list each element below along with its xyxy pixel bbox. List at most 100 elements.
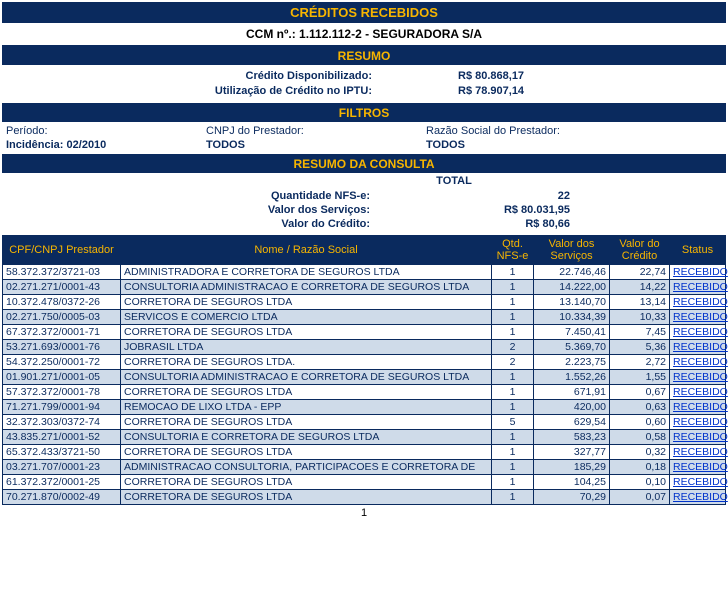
cell-cpf: 54.372.250/0001-72 [3, 355, 121, 370]
table-row: 10.372.478/0372-26CORRETORA DE SEGUROS L… [3, 295, 726, 310]
cell-nome: ADMINISTRACAO CONSULTORIA, PARTICIPACOES… [121, 460, 492, 475]
incidencia-label: Incidência: [6, 139, 67, 151]
cell-valor-servicos: 583,23 [534, 430, 610, 445]
cell-qtd: 2 [492, 355, 534, 370]
cell-qtd: 1 [492, 295, 534, 310]
status-link[interactable]: RECEBIDO [673, 296, 728, 308]
table-row: 53.271.693/0001-76JOBRASIL LTDA25.369,70… [3, 340, 726, 355]
filtros-section-header: FILTROS [2, 103, 726, 122]
cell-qtd: 1 [492, 370, 534, 385]
status-link[interactable]: RECEBIDO [673, 311, 728, 323]
cell-cpf: 03.271.707/0001-23 [3, 460, 121, 475]
cell-status: RECEBIDO [670, 370, 726, 385]
status-link[interactable]: RECEBIDO [673, 491, 728, 503]
cell-qtd: 1 [492, 460, 534, 475]
cell-cpf: 02.271.750/0005-03 [3, 310, 121, 325]
status-link[interactable]: RECEBIDO [673, 356, 728, 368]
status-link[interactable]: RECEBIDO [673, 446, 728, 458]
cnpj-prestador-label: CNPJ do Prestador: [206, 124, 426, 138]
status-link[interactable]: RECEBIDO [673, 416, 728, 428]
status-link[interactable]: RECEBIDO [673, 461, 728, 473]
cell-cpf: 10.372.478/0372-26 [3, 295, 121, 310]
cell-valor-servicos: 327,77 [534, 445, 610, 460]
cell-nome: CONSULTORIA ADMINISTRACAO E CORRETORA DE… [121, 280, 492, 295]
cell-valor-credito: 0,63 [610, 400, 670, 415]
cell-qtd: 1 [492, 265, 534, 280]
status-link[interactable]: RECEBIDO [673, 476, 728, 488]
resumo-section-header: RESUMO [2, 46, 726, 65]
cell-valor-credito: 0,18 [610, 460, 670, 475]
cell-valor-servicos: 629,54 [534, 415, 610, 430]
cell-status: RECEBIDO [670, 460, 726, 475]
cell-qtd: 2 [492, 340, 534, 355]
cell-cpf: 57.372.372/0001-78 [3, 385, 121, 400]
table-row: 67.372.372/0001-71CORRETORA DE SEGUROS L… [3, 325, 726, 340]
pager: 1 [2, 505, 726, 521]
credito-disp-label: Crédito Disponibilizado: [2, 69, 378, 84]
status-link[interactable]: RECEBIDO [673, 401, 728, 413]
valor-cred-label: Valor do Crédito: [2, 217, 370, 231]
cell-valor-credito: 10,33 [610, 310, 670, 325]
cell-qtd: 5 [492, 415, 534, 430]
cell-valor-credito: 14,22 [610, 280, 670, 295]
cell-status: RECEBIDO [670, 340, 726, 355]
cell-cpf: 01.901.271/0001-05 [3, 370, 121, 385]
cell-valor-credito: 0,32 [610, 445, 670, 460]
cell-nome: CORRETORA DE SEGUROS LTDA [121, 295, 492, 310]
ccm-subheader: CCM nº.: 1.112.112-2 - SEGURADORA S/A [2, 23, 726, 46]
table-row: 65.372.433/3721-50CORRETORA DE SEGUROS L… [3, 445, 726, 460]
cell-valor-servicos: 10.334,39 [534, 310, 610, 325]
cell-valor-credito: 0,67 [610, 385, 670, 400]
cell-qtd: 1 [492, 430, 534, 445]
table-row: 32.372.303/0372-74CORRETORA DE SEGUROS L… [3, 415, 726, 430]
cell-nome: CORRETORA DE SEGUROS LTDA [121, 325, 492, 340]
cell-cpf: 65.372.433/3721-50 [3, 445, 121, 460]
cell-nome: ADMINISTRADORA E CORRETORA DE SEGUROS LT… [121, 265, 492, 280]
cell-status: RECEBIDO [670, 445, 726, 460]
ccm-number: 1.112.112-2 [299, 27, 362, 41]
cell-valor-credito: 7,45 [610, 325, 670, 340]
cell-valor-servicos: 185,29 [534, 460, 610, 475]
table-row: 57.372.372/0001-78CORRETORA DE SEGUROS L… [3, 385, 726, 400]
cell-qtd: 1 [492, 490, 534, 505]
table-row: 01.901.271/0001-05CONSULTORIA ADMINISTRA… [3, 370, 726, 385]
util-iptu-value: R$ 78.907,14 [378, 84, 658, 99]
valor-cred-value: R$ 80,66 [370, 217, 570, 231]
ccm-prefix: CCM nº.: [246, 27, 299, 41]
qtd-nfse-label: Quantidade NFS-e: [2, 189, 370, 203]
cell-cpf: 61.372.372/0001-25 [3, 475, 121, 490]
filtros-block: Período: Incidência: 02/2010 CNPJ do Pre… [2, 122, 726, 154]
ccm-suffix: - SEGURADORA S/A [362, 27, 482, 41]
cell-status: RECEBIDO [670, 475, 726, 490]
status-link[interactable]: RECEBIDO [673, 431, 728, 443]
cell-status: RECEBIDO [670, 430, 726, 445]
table-header-row: CPF/CNPJ Prestador Nome / Razão Social Q… [3, 236, 726, 265]
cell-status: RECEBIDO [670, 355, 726, 370]
razao-social-value: TODOS [426, 138, 722, 152]
status-link[interactable]: RECEBIDO [673, 266, 728, 278]
total-label: TOTAL [2, 175, 726, 189]
th-cpf: CPF/CNPJ Prestador [3, 236, 121, 265]
cell-status: RECEBIDO [670, 385, 726, 400]
th-qtd: Qtd. NFS-e [492, 236, 534, 265]
cell-nome: CONSULTORIA E CORRETORA DE SEGUROS LTDA [121, 430, 492, 445]
th-valor-servicos: Valor dos Serviços [534, 236, 610, 265]
status-link[interactable]: RECEBIDO [673, 326, 728, 338]
consulta-section-header: RESUMO DA CONSULTA [2, 154, 726, 173]
table-row: 02.271.750/0005-03SERVICOS E COMERCIO LT… [3, 310, 726, 325]
cell-valor-servicos: 70,29 [534, 490, 610, 505]
status-link[interactable]: RECEBIDO [673, 341, 728, 353]
cell-status: RECEBIDO [670, 400, 726, 415]
page-current: 1 [361, 507, 367, 519]
cell-status: RECEBIDO [670, 310, 726, 325]
cell-nome: REMOCAO DE LIXO LTDA - EPP [121, 400, 492, 415]
status-link[interactable]: RECEBIDO [673, 281, 728, 293]
cnpj-prestador-value: TODOS [206, 138, 426, 152]
status-link[interactable]: RECEBIDO [673, 386, 728, 398]
cell-valor-credito: 0,58 [610, 430, 670, 445]
cell-qtd: 1 [492, 325, 534, 340]
cell-valor-servicos: 671,91 [534, 385, 610, 400]
cell-valor-credito: 0,60 [610, 415, 670, 430]
status-link[interactable]: RECEBIDO [673, 371, 728, 383]
cell-status: RECEBIDO [670, 490, 726, 505]
